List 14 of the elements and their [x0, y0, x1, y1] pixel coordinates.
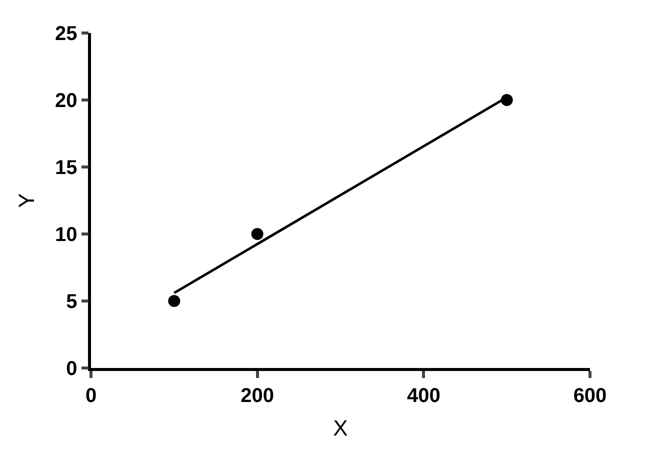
x-tick-label: 200 [240, 384, 274, 407]
y-tick-label: 20 [55, 90, 78, 112]
y-tick-label: 25 [55, 23, 78, 45]
x-axis-title: X [333, 416, 348, 441]
y-tick-label: 15 [55, 157, 78, 179]
x-tick-label: 600 [573, 384, 607, 407]
point [168, 295, 180, 307]
y-tick-label: 5 [66, 291, 78, 313]
y-tick-label: 0 [66, 358, 78, 380]
x-tick-label: 0 [85, 384, 97, 407]
point [251, 228, 264, 240]
y-axis-title: Y [14, 192, 39, 208]
x-tick-label: 400 [406, 384, 440, 407]
y-tick-label: 10 [55, 224, 78, 246]
